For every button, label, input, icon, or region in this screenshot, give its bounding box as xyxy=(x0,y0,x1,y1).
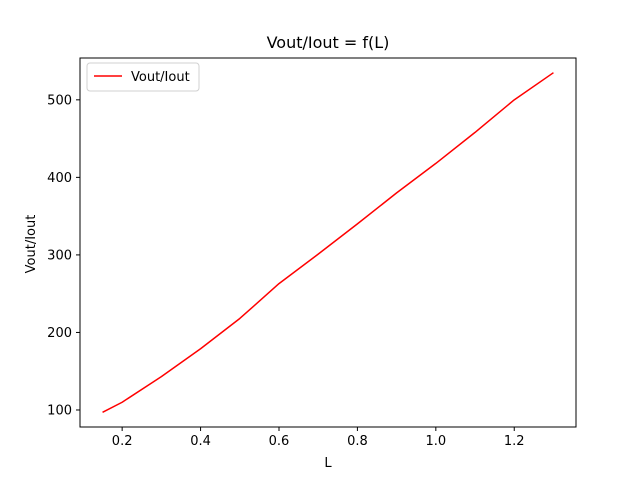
legend-box xyxy=(86,62,200,92)
x-tick-label: 0.2 xyxy=(112,434,133,449)
y-tick-label: 200 xyxy=(47,326,72,341)
y-axis-label: Vout/Iout xyxy=(24,215,39,274)
x-tick-label: 0.4 xyxy=(190,434,211,449)
plot-area xyxy=(79,57,577,428)
y-tick-label: 400 xyxy=(47,171,72,186)
chart-title: Vout/Iout = f(L) xyxy=(267,33,390,52)
x-tick-label: 0.8 xyxy=(347,434,368,449)
y-tick-label: 100 xyxy=(47,403,72,418)
plot-frame xyxy=(79,57,577,428)
y-tick-label: 300 xyxy=(47,248,72,263)
legend: Vout/Iout xyxy=(86,62,200,92)
x-tick-label: 1.0 xyxy=(425,434,446,449)
x-tick-label: 0.6 xyxy=(269,434,290,449)
axis-ticks: 0.2 0.4 0.6 0.8 1.0 1.2 100 200 300 400 500 xyxy=(47,93,524,449)
x-axis-label: L xyxy=(324,456,332,471)
legend-label: Vout/Iout xyxy=(131,70,190,85)
x-tick-label: 1.2 xyxy=(504,434,525,449)
series-line-0 xyxy=(102,72,554,413)
y-tick-label: 500 xyxy=(47,93,72,108)
